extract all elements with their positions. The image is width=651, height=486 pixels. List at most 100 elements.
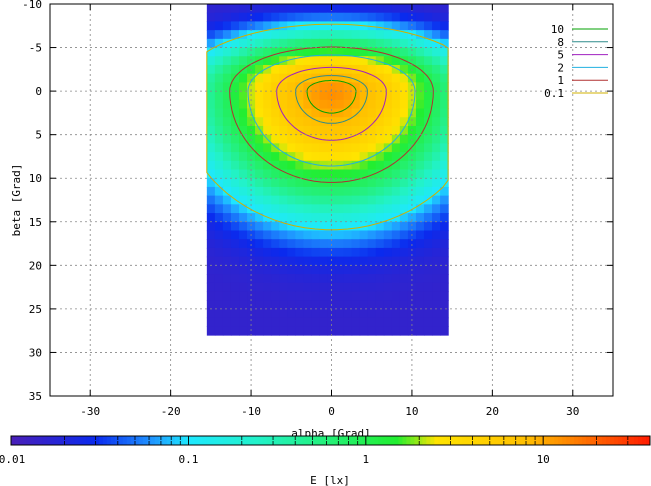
heatmap-cell (287, 213, 296, 223)
heatmap-cell (432, 308, 441, 319)
heatmap-cell (407, 282, 417, 293)
heatmap-cell (303, 256, 312, 266)
colorbar-swatch (446, 436, 451, 445)
x-tick-label: -10 (241, 405, 261, 418)
heatmap-cell (432, 125, 441, 136)
heatmap-cell (230, 256, 240, 266)
heatmap-cell (255, 91, 264, 101)
heatmap-cell (311, 326, 321, 336)
heatmap-cell (407, 47, 417, 57)
heatmap-cell (343, 186, 353, 197)
heatmap-cell (440, 47, 449, 57)
heatmap-cell (214, 12, 224, 23)
heatmap-cell (255, 108, 264, 118)
colorbar-swatch (170, 436, 176, 445)
colorbar-swatch (550, 436, 555, 445)
heatmap-cell (311, 117, 321, 127)
colorbar-swatch (386, 436, 391, 445)
heatmap-cell (319, 47, 329, 57)
heatmap-cell (271, 108, 280, 118)
colorbar-swatch (626, 436, 631, 445)
heatmap-cell (279, 221, 288, 232)
colorbar-swatch (534, 436, 539, 445)
heatmap-cell (255, 274, 264, 284)
heatmap-cell (440, 82, 449, 92)
heatmap-cell (230, 108, 240, 118)
heatmap-cell (343, 82, 353, 92)
heatmap-cell (239, 91, 248, 101)
colorbar-tick-label: 1 (362, 453, 369, 466)
heatmap-cell (319, 274, 329, 284)
heatmap-cell (287, 265, 296, 275)
heatmap-cell (351, 82, 361, 92)
colorbar-swatch (394, 436, 399, 445)
colorbar-swatch (558, 436, 563, 445)
heatmap-cell (271, 265, 280, 275)
heatmap-cell (423, 4, 433, 14)
heatmap-cell (399, 125, 409, 136)
heatmap-cell (206, 134, 216, 144)
heatmap-cell (343, 300, 353, 310)
heatmap-cell (383, 169, 393, 179)
heatmap-cell (230, 91, 240, 101)
heatmap-cell (432, 239, 441, 249)
colorbar-swatch (522, 436, 527, 445)
heatmap-cell (391, 265, 401, 275)
heatmap-cell (263, 56, 272, 66)
heatmap-cell (383, 99, 393, 110)
heatmap-cell (295, 291, 304, 301)
legend-label: 8 (557, 36, 564, 49)
heatmap-cell (214, 317, 224, 327)
heatmap-cell (222, 204, 232, 214)
heatmap-cell (303, 73, 312, 83)
heatmap-cell (271, 230, 280, 240)
heatmap-cell (279, 308, 288, 319)
heatmap-cell (440, 4, 449, 14)
heatmap-cell (230, 308, 240, 319)
heatmap-cell (351, 4, 361, 14)
colorbar-swatch (38, 436, 44, 445)
heatmap-cell (351, 47, 361, 57)
heatmap-cell (383, 91, 393, 101)
heatmap-cell (271, 73, 280, 83)
heatmap-cell (383, 186, 393, 197)
heatmap-cell (279, 125, 288, 136)
heatmap-cell (367, 169, 377, 179)
heatmap-cell (239, 30, 248, 40)
heatmap-cell (335, 143, 345, 153)
heatmap-cell (222, 134, 232, 144)
heatmap-cell (230, 221, 240, 232)
heatmap-cell (247, 152, 256, 162)
heatmap-cell (399, 56, 409, 66)
heatmap-cell (214, 195, 224, 205)
heatmap-cell (247, 38, 256, 49)
heatmap-cell (367, 186, 377, 197)
heatmap-cell (415, 4, 425, 14)
colorbar-swatch (606, 436, 611, 445)
heatmap-cell (287, 108, 296, 118)
heatmap-cell (222, 221, 232, 232)
heatmap-cell (415, 125, 425, 136)
heatmap-cell (295, 134, 304, 144)
heatmap-cell (359, 204, 369, 214)
heatmap-cell (383, 82, 393, 92)
heatmap-cell (367, 30, 377, 40)
heatmap-cell (367, 221, 377, 232)
colorbar-swatch (374, 436, 379, 445)
heatmap-cell (287, 38, 296, 49)
heatmap-cell (407, 12, 417, 23)
heatmap-cell (279, 265, 288, 275)
heatmap-cell (359, 178, 369, 188)
heatmap-cell (415, 213, 425, 223)
heatmap-cell (222, 256, 232, 266)
heatmap-cell (255, 99, 264, 110)
heatmap-cell (415, 230, 425, 240)
heatmap-cell (287, 73, 296, 83)
y-tick-label: 30 (29, 346, 42, 359)
heatmap-cell (263, 195, 272, 205)
heatmap-cell (415, 204, 425, 214)
heatmap-cell (230, 204, 240, 214)
heatmap-cell (391, 4, 401, 14)
colorbar-swatch (62, 436, 68, 445)
heatmap-cell (335, 99, 345, 110)
